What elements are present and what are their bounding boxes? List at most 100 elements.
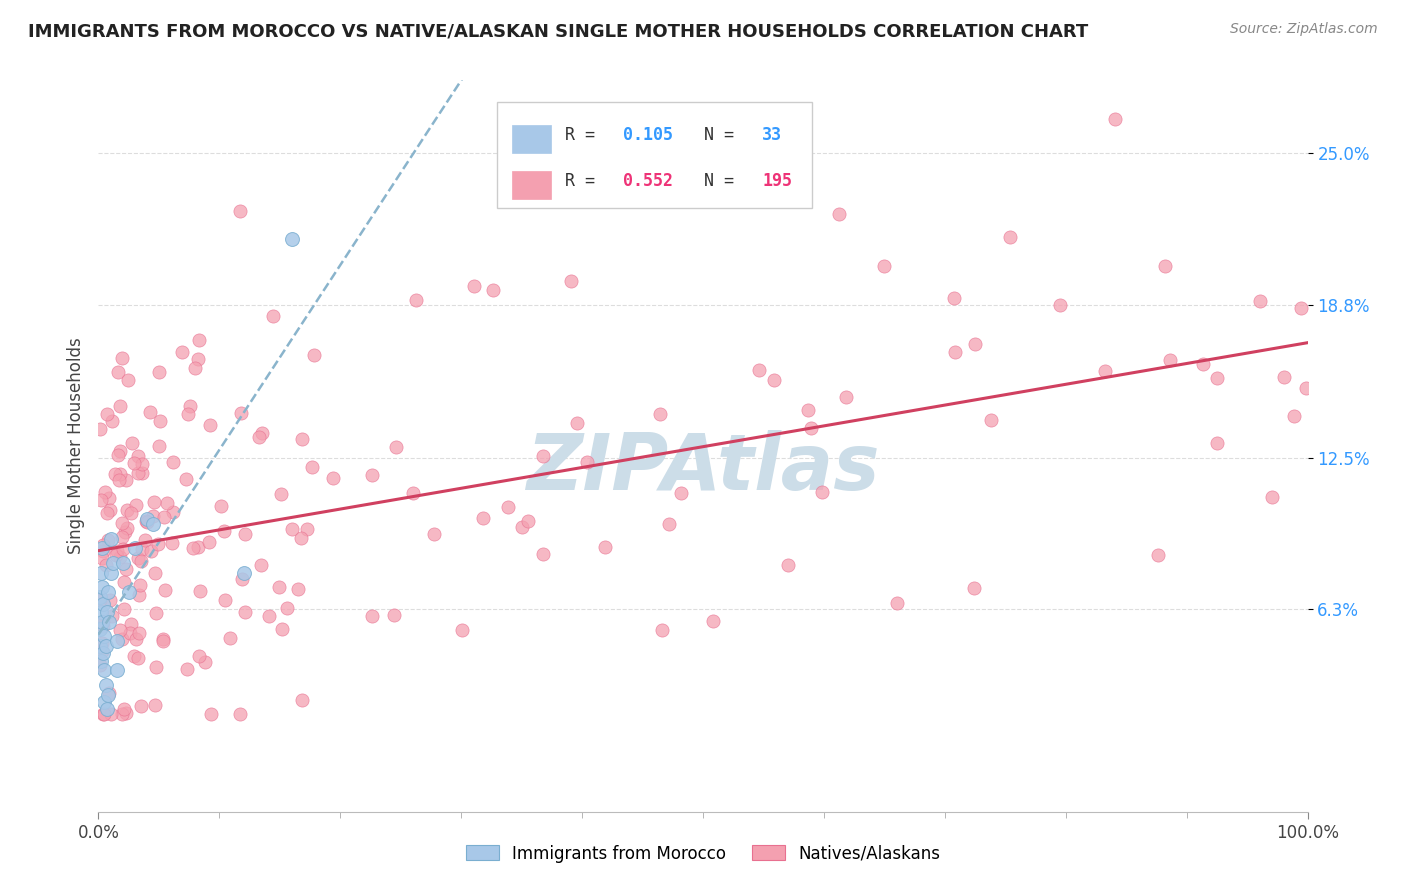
Point	[148, 537, 170, 551]
Point	[91, 581, 114, 595]
Point	[101, 556, 124, 570]
Point	[322, 471, 344, 485]
Point	[131, 542, 153, 557]
Point	[91, 550, 114, 565]
Text: IMMIGRANTS FROM MOROCCO VS NATIVE/ALASKAN SINGLE MOTHER HOUSEHOLDS CORRELATION C: IMMIGRANTS FROM MOROCCO VS NATIVE/ALASKA…	[28, 22, 1088, 40]
Point	[1205, 371, 1227, 385]
Point	[122, 649, 145, 664]
Point	[143, 698, 166, 712]
Point	[97, 585, 120, 599]
Point	[121, 436, 143, 450]
Point	[111, 530, 134, 544]
Point	[90, 605, 112, 619]
Point	[108, 467, 131, 482]
Point	[127, 449, 149, 463]
Point	[118, 626, 141, 640]
Point	[650, 407, 672, 421]
Point	[998, 229, 1021, 244]
Point	[301, 460, 323, 475]
Point	[280, 522, 302, 536]
Point	[1104, 112, 1126, 126]
Point	[560, 274, 582, 288]
Point	[531, 450, 554, 464]
Point	[482, 284, 505, 298]
Point	[945, 345, 967, 359]
Point	[112, 601, 135, 615]
Text: R =: R =	[565, 126, 605, 145]
Point	[117, 373, 139, 387]
Text: N =: N =	[704, 126, 744, 145]
Point	[247, 430, 270, 444]
Point	[1295, 381, 1317, 395]
Point	[129, 699, 152, 714]
Point	[93, 695, 115, 709]
Point	[184, 361, 207, 376]
Bar	[512, 125, 551, 153]
Point	[162, 505, 184, 519]
Point	[96, 506, 118, 520]
Text: 33: 33	[762, 126, 782, 145]
Point	[181, 541, 204, 556]
Point	[423, 527, 446, 541]
Point	[107, 448, 129, 462]
Text: Source: ZipAtlas.com: Source: ZipAtlas.com	[1230, 22, 1378, 37]
Point	[98, 491, 121, 506]
Point	[124, 456, 146, 470]
Point	[1159, 352, 1181, 367]
Point	[129, 554, 152, 568]
Point	[209, 499, 232, 513]
Point	[128, 625, 150, 640]
Text: 0.552: 0.552	[623, 172, 673, 190]
Point	[886, 596, 908, 610]
Point	[229, 406, 252, 420]
Point	[118, 585, 141, 599]
Point	[1291, 301, 1313, 315]
Point	[496, 500, 519, 514]
Point	[94, 558, 117, 573]
Point	[124, 499, 146, 513]
Point	[91, 615, 114, 629]
Point	[110, 549, 132, 564]
Point	[143, 495, 166, 509]
Point	[124, 541, 146, 556]
Point	[108, 444, 131, 458]
Point	[93, 629, 115, 643]
Point	[93, 707, 115, 722]
Point	[110, 707, 132, 722]
Point	[110, 632, 132, 646]
Point	[763, 373, 786, 387]
Point	[115, 521, 138, 535]
Point	[108, 474, 131, 488]
Point	[828, 207, 851, 221]
Point	[114, 473, 136, 487]
Point	[93, 663, 115, 677]
Point	[91, 619, 114, 633]
Point	[290, 531, 312, 545]
Point	[93, 707, 115, 722]
Point	[291, 693, 314, 707]
Point	[361, 467, 384, 482]
Point	[98, 615, 121, 629]
Point	[233, 527, 256, 541]
Point	[152, 632, 174, 647]
Point	[702, 615, 724, 629]
Point	[671, 486, 693, 500]
Point	[149, 414, 172, 428]
Point	[135, 512, 157, 526]
Point	[98, 593, 121, 607]
FancyBboxPatch shape	[498, 103, 811, 209]
Point	[89, 592, 111, 607]
Point	[531, 547, 554, 561]
Point	[115, 503, 138, 517]
Point	[134, 533, 156, 547]
Point	[152, 633, 174, 648]
Point	[517, 514, 540, 528]
Point	[89, 657, 111, 672]
Point	[120, 506, 142, 520]
Point	[142, 509, 165, 524]
Point	[108, 399, 131, 413]
Point	[270, 486, 292, 500]
Point	[148, 439, 170, 453]
Point	[304, 348, 326, 362]
Point	[90, 566, 112, 580]
